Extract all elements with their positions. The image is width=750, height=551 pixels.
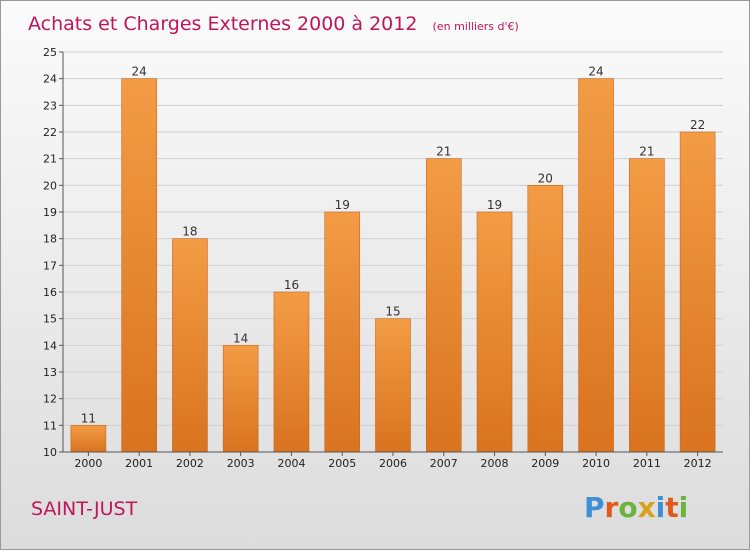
y-tick-label: 19	[43, 206, 57, 219]
y-tick-label: 15	[43, 313, 57, 326]
bar-2000	[70, 425, 107, 453]
bar-2004	[273, 291, 310, 453]
bar-2006	[375, 318, 411, 453]
x-tick-label-2005: 2005	[328, 457, 356, 470]
y-tick-label: 12	[43, 393, 57, 406]
y-tick-label: 14	[43, 339, 57, 352]
x-tick-label-2010: 2010	[582, 457, 610, 470]
x-tick-label-2001: 2001	[125, 457, 153, 470]
y-tick-label: 18	[43, 233, 57, 246]
logo-letter: o	[618, 491, 637, 524]
bar-label-2004: 16	[284, 278, 299, 292]
y-tick-label: 17	[43, 259, 57, 272]
bar-2001	[121, 78, 157, 453]
bar-label-2006: 15	[385, 305, 400, 319]
x-tick-label-2008: 2008	[481, 457, 509, 470]
x-tick-label-2002: 2002	[176, 457, 204, 470]
commune-name: SAINT-JUST	[31, 498, 138, 520]
bar-label-2007: 21	[436, 145, 451, 159]
x-tick-label-2007: 2007	[430, 457, 458, 470]
x-axis: 2000 2001 2002 2003 2004 2005 2006 2007 2008 2009…	[63, 451, 723, 470]
x-tick-label-2006: 2006	[379, 457, 407, 470]
bar-2010	[578, 78, 614, 453]
logo-letter: i	[656, 491, 666, 524]
bar-label-2011: 21	[639, 145, 654, 159]
bar-label-2005: 19	[335, 198, 350, 212]
x-tick-label-2009: 2009	[531, 457, 559, 470]
bar-2008	[476, 211, 513, 453]
y-tick-label: 24	[43, 73, 57, 86]
bar-label-2009: 20	[538, 171, 553, 185]
y-axis: 10 11 12 13 14 15 16 17 18 19 20 21 22 23 24 25	[43, 46, 64, 459]
bar-label-2001: 24	[132, 65, 147, 79]
bar-2009	[527, 185, 564, 453]
x-tick-label-2011: 2011	[633, 457, 661, 470]
logo-letter: x	[638, 491, 656, 524]
y-tick-label: 23	[43, 99, 57, 112]
x-tick-label-2000: 2000	[74, 457, 102, 470]
y-tick-label: 10	[43, 446, 57, 459]
logo-letter: P	[584, 491, 605, 524]
y-tick-label: 16	[43, 286, 57, 299]
x-tick-label-2004: 2004	[277, 457, 305, 470]
y-tick-label: 21	[43, 153, 57, 166]
bar-2011	[629, 158, 665, 453]
bar-label-2003: 14	[233, 331, 248, 345]
y-tick-label: 13	[43, 366, 57, 379]
y-tick-label: 25	[43, 46, 57, 59]
logo-letter: t	[665, 491, 678, 524]
y-tick-label: 20	[43, 179, 57, 192]
bar-2003	[222, 345, 259, 453]
y-tick-label: 11	[43, 419, 57, 432]
bar-2005	[324, 211, 361, 453]
logo-letter: r	[605, 491, 619, 524]
bar-labels: 11 24 18 14 16 19 15 21 19 20 24 21 22	[81, 65, 706, 426]
bar-2012	[679, 131, 716, 453]
bar-label-2012: 22	[690, 118, 705, 132]
x-tick-label-2012: 2012	[684, 457, 712, 470]
chart-title: Achats et Charges Externes 2000 à 2012 (…	[28, 13, 519, 35]
proxiti-logo: Proxiti	[584, 491, 688, 524]
y-tick-label: 22	[43, 126, 57, 139]
bar-label-2008: 19	[487, 198, 502, 212]
bar-label-2010: 24	[588, 65, 603, 79]
chart-title-main: Achats et Charges Externes 2000 à 2012	[28, 13, 417, 35]
logo-letter: i	[679, 491, 689, 524]
bar-2007	[425, 158, 462, 453]
chart-title-unit: (en milliers d'€)	[433, 20, 519, 33]
x-tick-label-2003: 2003	[227, 457, 255, 470]
bar-2002	[172, 238, 208, 453]
bars	[70, 78, 716, 453]
bar-label-2000: 11	[81, 411, 96, 425]
bar-label-2002: 18	[182, 225, 197, 239]
